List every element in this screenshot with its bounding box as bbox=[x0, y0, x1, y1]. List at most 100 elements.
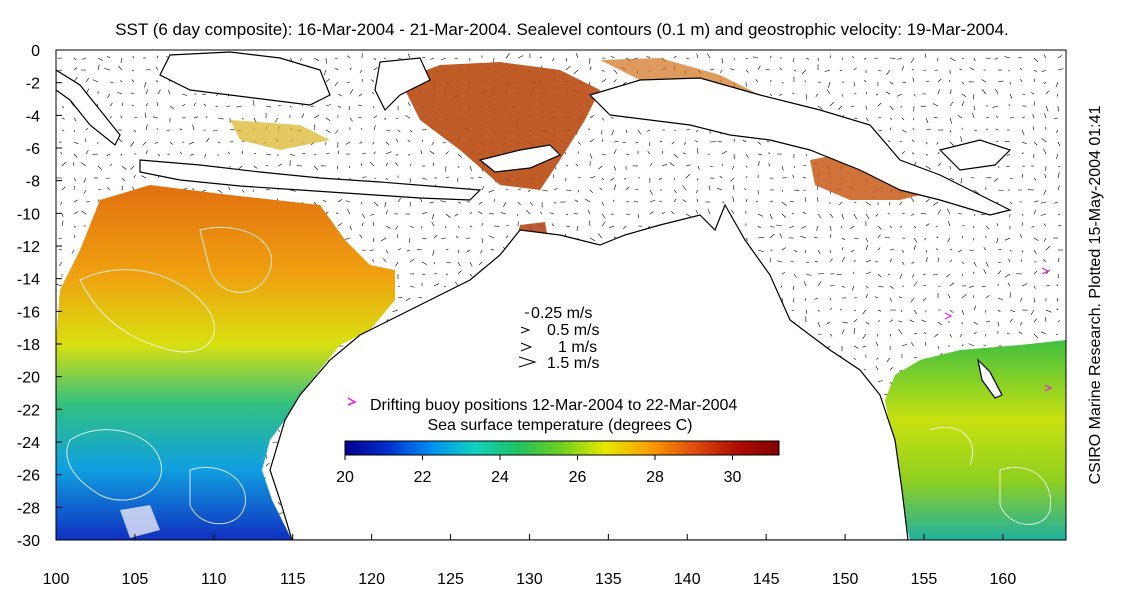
velocity-vector bbox=[433, 261, 435, 265]
colorbar-tick-label: 26 bbox=[569, 469, 587, 486]
velocity-vector bbox=[708, 185, 711, 191]
velocity-vector bbox=[107, 93, 111, 99]
velocity-vector bbox=[274, 117, 279, 123]
velocity-vector bbox=[933, 117, 939, 119]
velocity-vector bbox=[937, 257, 939, 263]
y-tick-label: -20 bbox=[17, 370, 40, 387]
velocity-vector bbox=[445, 213, 451, 218]
velocity-vector bbox=[961, 101, 965, 107]
velocity-vector bbox=[853, 213, 857, 220]
velocity-vector bbox=[805, 153, 807, 157]
velocity-vector bbox=[529, 201, 534, 206]
velocity-vector bbox=[385, 129, 391, 132]
velocity-vector bbox=[853, 309, 857, 312]
velocity-vector bbox=[358, 93, 363, 97]
velocity-vector bbox=[313, 114, 320, 119]
velocity-vector bbox=[372, 91, 375, 95]
velocity-vector bbox=[913, 93, 916, 97]
velocity-vector bbox=[420, 149, 423, 155]
velocity-vector bbox=[937, 78, 942, 83]
velocity-vector bbox=[323, 69, 327, 76]
velocity-vector bbox=[853, 271, 855, 275]
velocity-vector bbox=[131, 69, 135, 72]
velocity-vector bbox=[969, 285, 975, 288]
velocity-vector bbox=[325, 104, 331, 107]
velocity-vector bbox=[1057, 165, 1061, 168]
velocity-vector bbox=[154, 141, 159, 144]
velocity-vector bbox=[1033, 285, 1036, 289]
velocity-vector bbox=[598, 233, 603, 239]
velocity-vector bbox=[345, 141, 351, 145]
velocity-vector bbox=[442, 141, 447, 144]
velocity-vector bbox=[601, 69, 605, 72]
velocity-vector bbox=[1018, 57, 1023, 59]
velocity-vector bbox=[385, 225, 391, 229]
velocity-vector bbox=[649, 189, 653, 195]
velocity-vector bbox=[457, 270, 462, 275]
velocity-vector bbox=[181, 104, 186, 107]
velocity-vector bbox=[371, 79, 375, 83]
velocity-vector bbox=[252, 189, 255, 192]
velocity-vector bbox=[169, 141, 173, 145]
velocity-vector bbox=[673, 177, 676, 181]
velocity-vector bbox=[757, 249, 764, 253]
velocity-vector bbox=[346, 208, 351, 215]
velocity-vector bbox=[853, 318, 858, 323]
velocity-vector bbox=[995, 128, 999, 131]
buoy-legend: Drifting buoy positions 12-Mar-2004 to 2… bbox=[347, 397, 737, 414]
velocity-vector bbox=[793, 57, 795, 62]
velocity-vector bbox=[840, 225, 843, 229]
velocity-vector bbox=[565, 65, 571, 71]
velocity-vector bbox=[889, 258, 893, 263]
velocity-vector bbox=[853, 259, 856, 263]
velocity-vector bbox=[373, 67, 378, 71]
velocity-vector bbox=[901, 249, 905, 253]
velocity-vector bbox=[885, 91, 891, 95]
velocity-vector bbox=[229, 128, 235, 131]
velocity-vector bbox=[769, 93, 773, 97]
velocity-vector bbox=[949, 333, 952, 338]
velocity-vector bbox=[156, 55, 159, 59]
velocity-vector bbox=[981, 89, 987, 95]
velocity-vector bbox=[920, 105, 927, 107]
velocity-vector bbox=[925, 153, 929, 156]
velocity-vector bbox=[1032, 126, 1035, 131]
velocity-vector bbox=[97, 165, 103, 171]
velocity-vector bbox=[1009, 318, 1013, 323]
velocity-vector bbox=[1019, 233, 1023, 239]
velocity-vector bbox=[901, 150, 906, 155]
velocity-vector bbox=[372, 259, 375, 263]
y-tick-label: -18 bbox=[17, 337, 40, 354]
velocity-vector bbox=[685, 164, 691, 167]
velocity-vector bbox=[781, 213, 787, 218]
velocity-vector bbox=[409, 163, 412, 167]
velocity-vector bbox=[1008, 258, 1011, 263]
velocity-vector bbox=[407, 153, 411, 156]
velocity-vector bbox=[1009, 292, 1011, 299]
velocity-vector bbox=[613, 79, 617, 83]
velocity-vector bbox=[409, 258, 415, 263]
velocity-vector bbox=[1033, 57, 1039, 63]
velocity-vector bbox=[817, 249, 821, 254]
colorbar-tick-label: 20 bbox=[336, 469, 354, 486]
velocity-vector bbox=[863, 57, 867, 60]
velocity-vector bbox=[623, 177, 627, 180]
velocity-vector bbox=[983, 247, 987, 251]
velocity-vector bbox=[1057, 93, 1059, 97]
colorbar-tick-label: 24 bbox=[491, 469, 509, 486]
velocity-vector bbox=[877, 285, 884, 288]
velocity-vector bbox=[457, 201, 462, 204]
velocity-vector bbox=[73, 141, 79, 145]
velocity-vector bbox=[901, 81, 907, 84]
velocity-vector bbox=[792, 297, 795, 303]
velocity-vector bbox=[325, 211, 329, 215]
velocity-vector bbox=[335, 57, 339, 59]
velocity-vector bbox=[755, 79, 759, 83]
velocity-vector bbox=[1021, 213, 1024, 216]
velocity-vector bbox=[997, 297, 1004, 301]
velocity-vector bbox=[152, 116, 159, 119]
velocity-vector bbox=[359, 234, 363, 239]
y-tick-label: 0 bbox=[31, 43, 40, 60]
velocity-vector bbox=[817, 309, 820, 312]
velocity-vector bbox=[384, 201, 387, 208]
